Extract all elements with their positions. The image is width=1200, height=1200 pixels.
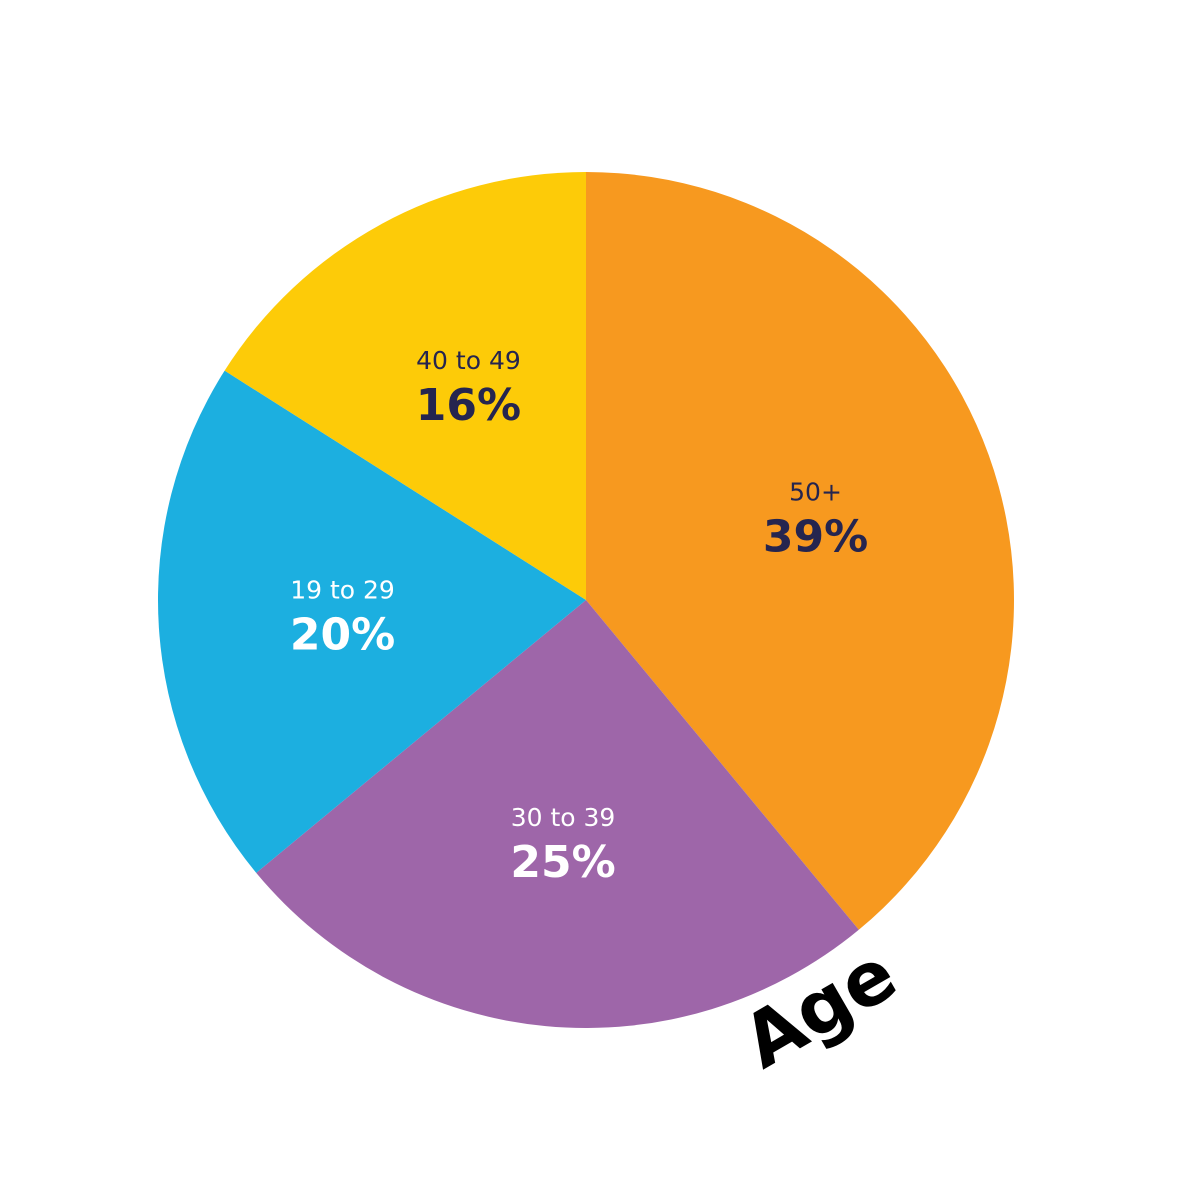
pie-slice: [586, 172, 1014, 930]
slice-category: 19 to 29: [290, 575, 395, 604]
pie-slice: [256, 600, 859, 1028]
pie-slice: [224, 172, 586, 600]
slice-category: 30 to 39: [511, 803, 616, 832]
slice-category: 50+: [789, 477, 842, 506]
slice-category: 40 to 49: [416, 346, 521, 375]
slice-value-label: 16%: [416, 380, 521, 431]
slice-value-label: 39%: [763, 511, 868, 562]
slice-value-label: 25%: [510, 837, 615, 888]
slice-value-label: 20%: [290, 609, 395, 660]
pie-slice: [158, 370, 586, 873]
